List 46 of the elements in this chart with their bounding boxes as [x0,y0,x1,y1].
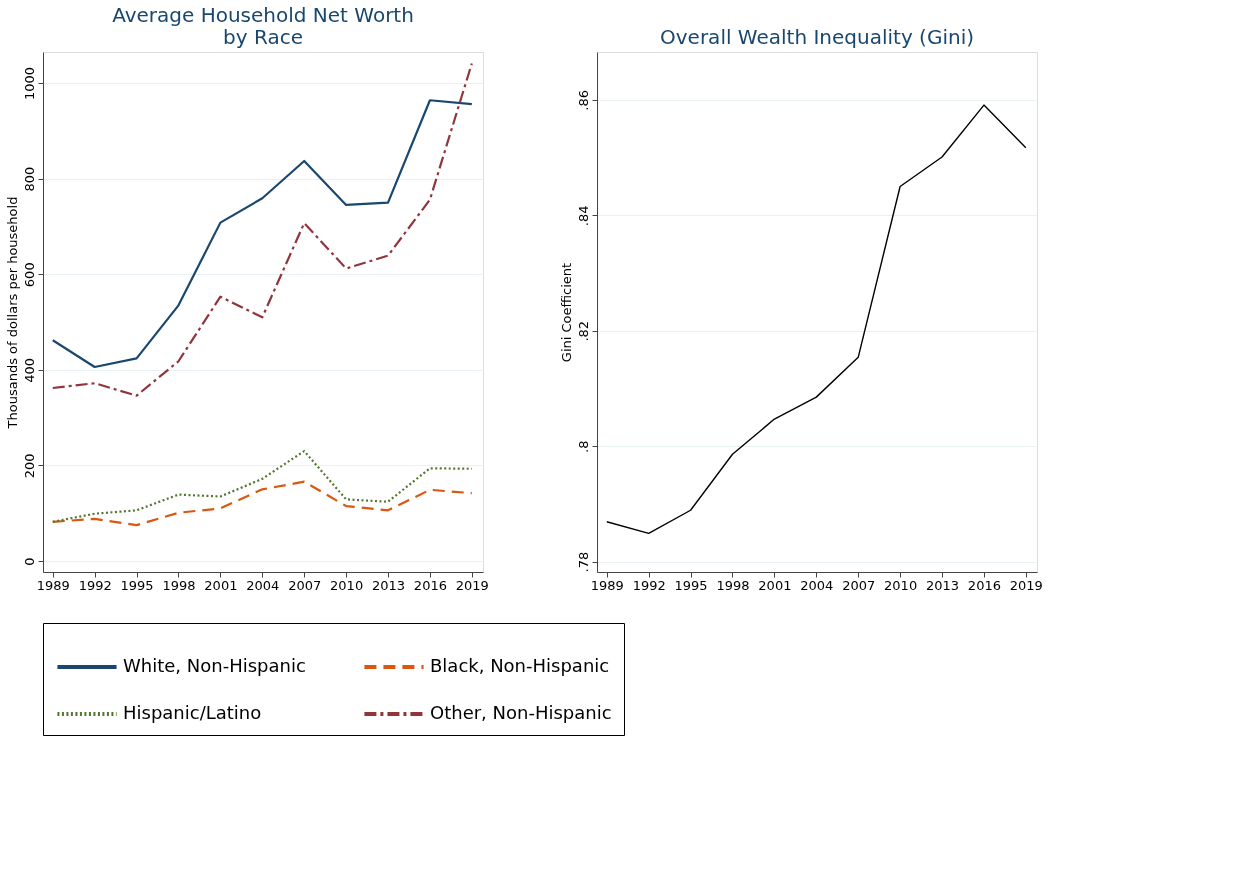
x-tick-label: 1992 [78,577,112,593]
x-tick-label: 2004 [246,577,280,593]
x-tick-label: 1992 [632,577,666,593]
y-tick-label: 1000 [21,67,37,101]
x-tick-label: 2001 [758,577,792,593]
y-tick-label: .86 [575,90,591,111]
y-tick-label: 400 [21,357,37,383]
x-tick-label: 2010 [884,577,918,593]
y-tick-label: 200 [21,453,37,479]
y-tick-label: .78 [575,551,591,573]
line-series [51,449,473,523]
x-tick-label: 1989 [36,577,70,593]
y-axis-title: Gini Coefficient [558,262,574,363]
x-tick-label: 2004 [800,577,834,593]
legend-label: Hispanic/Latino [123,702,262,723]
x-tick-label: 2007 [288,577,322,593]
x-tick-label: 2016 [413,577,447,593]
y-tick-label: .84 [575,205,591,227]
line-series [606,104,1027,535]
legend-label: Other, Non-Hispanic [430,702,612,723]
x-tick-label: 1995 [674,577,708,593]
x-tick-label: 1998 [162,577,196,593]
y-tick-label: 600 [21,262,37,288]
x-tick-label: 2019 [1009,577,1043,593]
x-tick-label: 2007 [842,577,876,593]
x-tick-label: 1995 [120,577,154,593]
y-axis-title: Thousands of dollars per household [4,196,20,430]
x-tick-label: 2001 [204,577,238,593]
x-tick-label: 2013 [371,577,406,593]
text: Average Household Net Worth [112,3,414,27]
x-tick-label: 1989 [590,577,624,593]
x-tick-label: 2019 [455,577,489,593]
x-tick-label: 1998 [716,577,750,593]
legend-label: White, Non-Hispanic [123,655,306,676]
line-series [51,99,473,369]
text: by Race [223,25,303,49]
y-tick-label: 800 [21,166,37,192]
line-series [51,62,473,397]
x-tick-label: 2013 [925,577,960,593]
y-tick-label: .8 [575,440,591,453]
y-tick-label: .82 [575,320,591,342]
x-tick-label: 2010 [330,577,364,593]
x-tick-label: 2016 [967,577,1001,593]
chart-title: Overall Wealth Inequality (Gini) [660,25,974,49]
y-tick-label: 0 [21,557,37,566]
legend-label: Black, Non-Hispanic [430,655,610,676]
